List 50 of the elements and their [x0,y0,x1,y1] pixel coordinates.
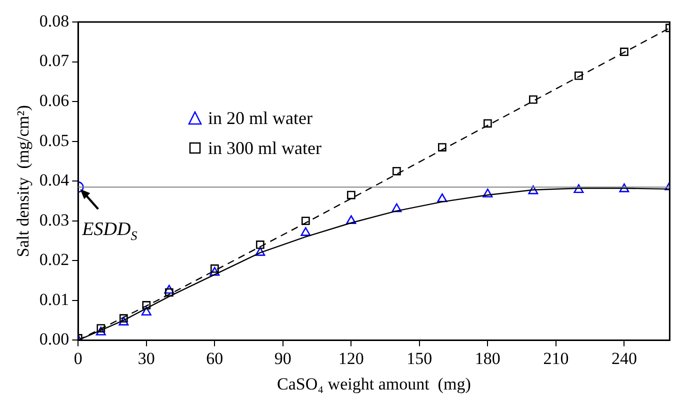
point [210,266,220,276]
point [619,183,630,192]
y-tick-label: 0.02 [39,250,70,270]
x-tick-label: 120 [338,348,364,368]
point [484,119,492,128]
y-tick-label: 0.07 [39,51,70,70]
point [164,288,174,297]
point [96,326,106,336]
x-tick-label: 150 [406,348,432,368]
point [118,316,129,326]
point [392,203,402,212]
point [574,184,584,193]
point [574,72,583,80]
point [210,264,219,273]
x-tick-label: 240 [611,348,637,368]
point [482,188,493,198]
x-tick-label: 0 [74,348,82,368]
point [96,324,106,332]
point [301,216,310,226]
point [528,185,538,194]
x-tick-label: 180 [474,348,500,368]
point [255,247,266,256]
y-tick-label: 0.00 [39,330,70,349]
point [164,284,174,294]
y-axis-title: Salt density (mg/cm²) [14,105,33,258]
y-tick-label: 0.06 [39,91,70,110]
x-tick-label: 90 [274,348,292,368]
y-tick-label: 0.03 [39,210,70,230]
legend-label: in 300 ml water [208,137,322,160]
y-tick-label: 0.04 [39,170,70,190]
point [529,95,538,104]
point [119,314,128,323]
point [437,193,448,202]
point [392,166,401,176]
point [141,306,152,316]
point [346,215,356,224]
point [300,227,311,236]
y-tick-label: 0.08 [39,11,70,30]
x-tick-label: 60 [206,348,224,368]
x-axis-title: CaSO₄ weight amount (mg) [276,374,471,394]
y-tick-label: 0.01 [39,290,70,309]
point [142,301,151,310]
point [438,143,446,152]
point [256,240,264,249]
x-tick-label: 30 [138,348,155,368]
y-tick-label: 0.05 [39,130,70,150]
x-tick-label: 210 [543,348,569,368]
legend-label: in 20 ml water [208,107,312,130]
point [620,48,628,56]
point [346,190,356,200]
